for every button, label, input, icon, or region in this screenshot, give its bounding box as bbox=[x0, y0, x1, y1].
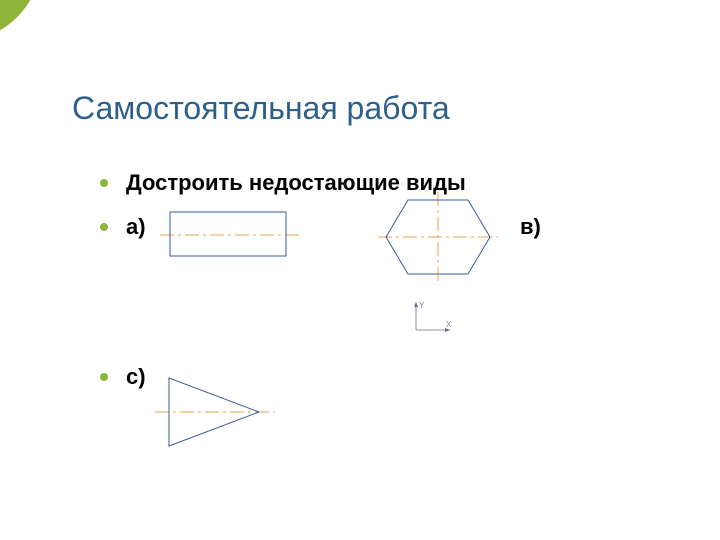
figure-c-triangle bbox=[155, 368, 275, 458]
rect-shape bbox=[170, 212, 286, 256]
bullet-dot-icon bbox=[100, 223, 108, 231]
bullet-label: а) bbox=[126, 214, 146, 240]
axis-x-label: X bbox=[446, 320, 452, 329]
corner-accent bbox=[0, 0, 80, 80]
bullet-label: с) bbox=[126, 364, 146, 390]
label-v: в) bbox=[520, 214, 541, 240]
arrow-y-icon bbox=[414, 302, 418, 307]
bullet-dot-icon bbox=[100, 179, 108, 187]
slide-title: Самостоятельная работа bbox=[72, 90, 450, 127]
slide: Самостоятельная работа Достроить недоста… bbox=[0, 0, 720, 540]
coordinate-axis-icon: X Y bbox=[406, 300, 456, 340]
axis-y-label: Y bbox=[419, 301, 425, 310]
figure-v-hexagon bbox=[378, 192, 498, 282]
figure-a-rectangle bbox=[160, 200, 300, 270]
bullet-dot-icon bbox=[100, 373, 108, 381]
